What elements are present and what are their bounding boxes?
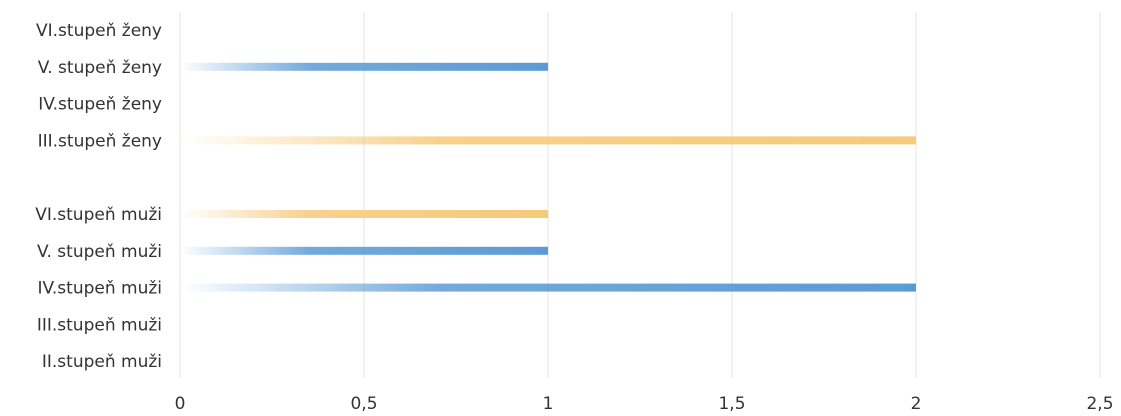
x-tick-label: 1,5: [718, 394, 745, 414]
x-tick-label: 2,5: [1086, 394, 1113, 414]
x-tick-label: 1: [543, 394, 554, 414]
x-tick-label: 0,5: [350, 394, 377, 414]
bars: [180, 62, 916, 292]
category-label: VI.stupeň ženy: [36, 21, 162, 41]
gridlines: [179, 12, 1101, 378]
category-label: V. stupeň muži: [37, 242, 162, 262]
bar: [180, 62, 548, 71]
category-label: IV.stupeň ženy: [38, 95, 162, 115]
bar: [180, 210, 548, 218]
bar: [180, 283, 916, 292]
category-label: II.stupeň muži: [42, 352, 162, 372]
category-labels: VI.stupeň ženy V. stupeň ženy IV.stupeň že…: [35, 21, 162, 372]
category-label: IV.stupeň muži: [37, 279, 162, 299]
category-label: III.stupeň ženy: [38, 131, 162, 151]
x-tick-label: 2: [911, 394, 922, 414]
category-label: V. stupeň ženy: [38, 58, 162, 78]
category-label: VI.stupeň muži: [35, 205, 162, 225]
bar: [180, 136, 916, 145]
x-tick-labels: 0 0,5 1 1,5 2 2,5: [175, 394, 1114, 414]
category-label: III.stupeň muži: [37, 315, 162, 335]
bar: [180, 246, 548, 255]
x-tick-label: 0: [175, 394, 186, 414]
